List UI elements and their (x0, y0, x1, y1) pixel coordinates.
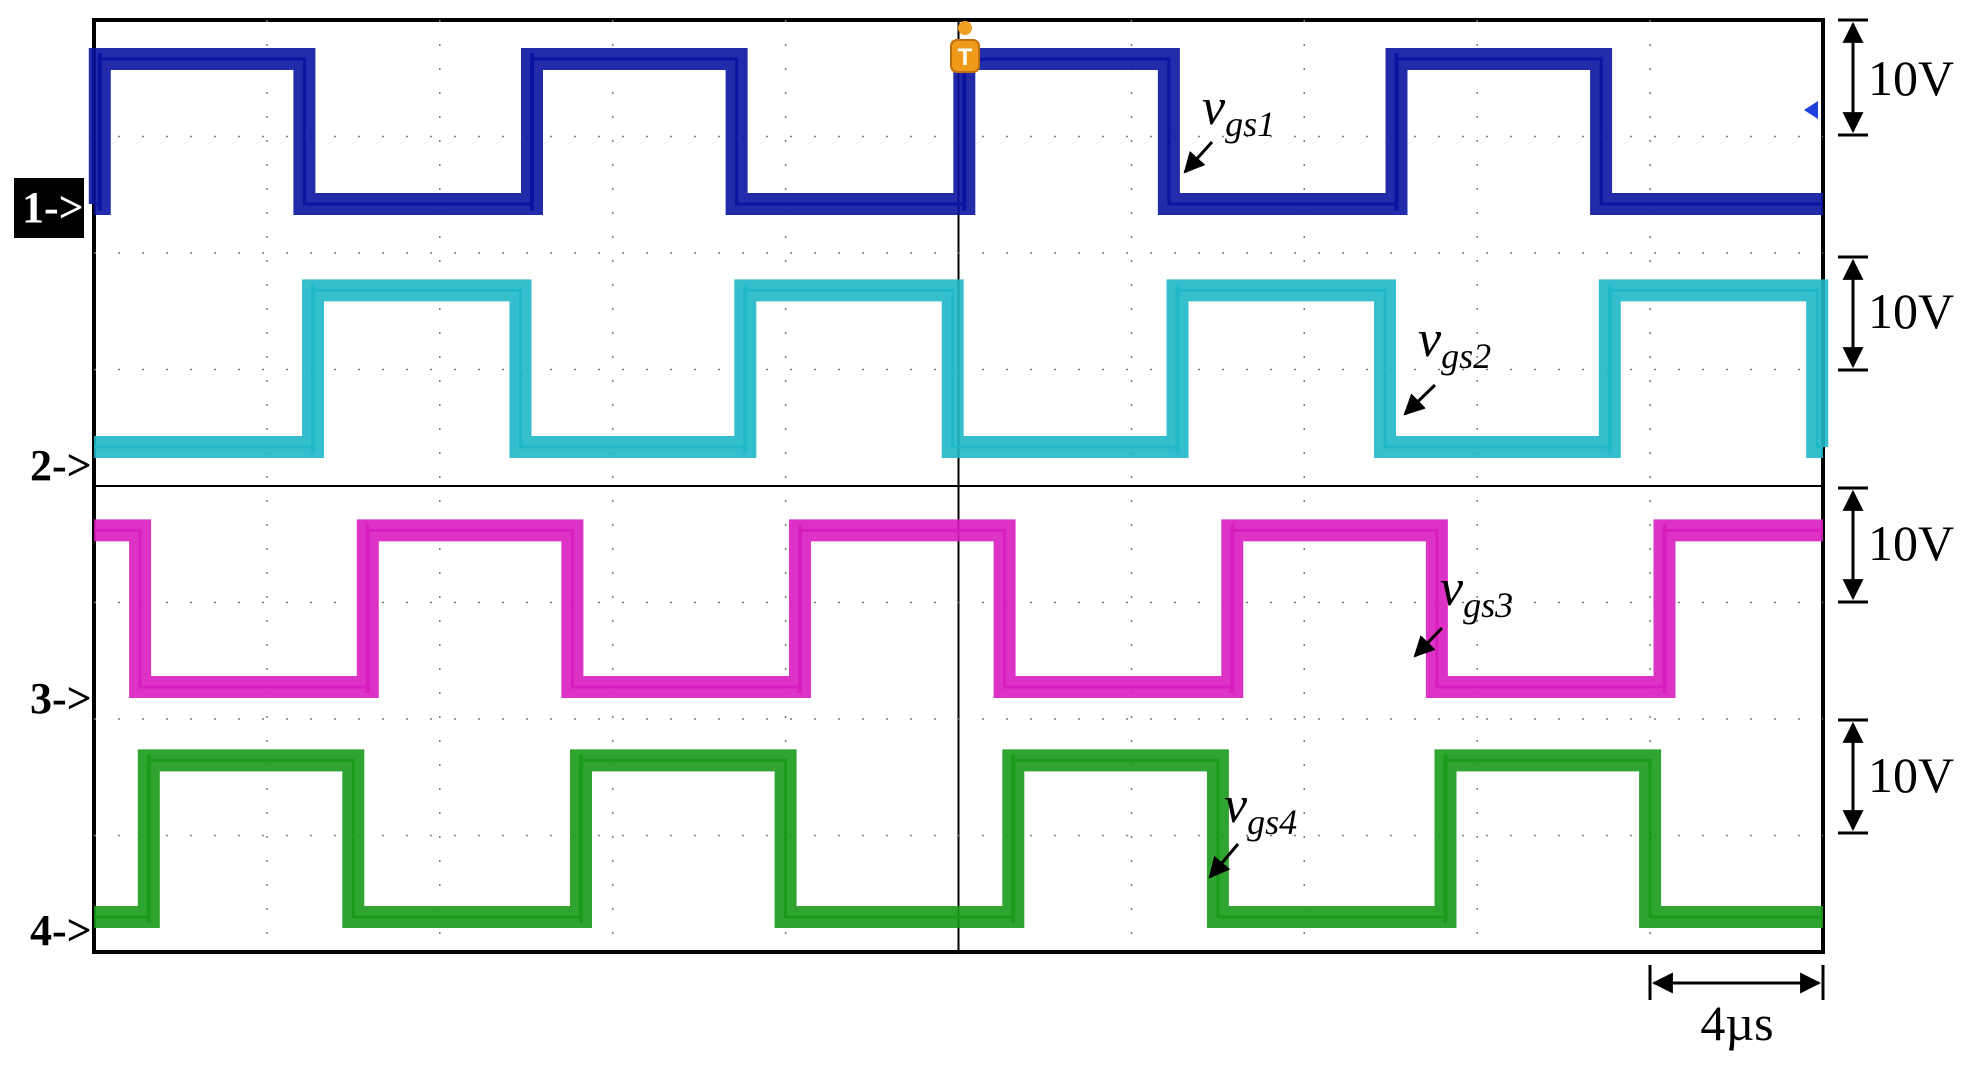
channel-marker-2-label: 2-> (30, 441, 92, 490)
trace-label-vgs4-main: v (1224, 777, 1248, 834)
trigger-marker-dot (958, 21, 972, 35)
trace-label-vgs2-main: v (1418, 311, 1442, 368)
scale-bar-ch1-label: 10V (1868, 50, 1954, 106)
trace-arrow-vgs4 (1208, 843, 1240, 879)
trace-label-vgs1: vgs1 (1183, 79, 1275, 174)
trace-label-vgs4: vgs4 (1208, 777, 1297, 879)
trace-label-vgs4-text: vgs4 (1224, 777, 1297, 842)
trace-label-vgs2: vgs2 (1403, 311, 1491, 416)
time-scale-label: 4µs (1700, 995, 1773, 1051)
scale-bar-ch2: 10V (1838, 255, 1954, 372)
trace-label-vgs3-main: v (1440, 560, 1464, 617)
scale-bar-ch4: 10V (1838, 718, 1954, 835)
trace-label-vgs1-main: v (1202, 79, 1226, 136)
trace-label-vgs1-sub: gs1 (1225, 104, 1275, 144)
trigger-marker: T (950, 21, 980, 73)
trace-line-ch4 (94, 758, 1823, 919)
scale-bar-ch3-label: 10V (1868, 515, 1954, 571)
trace-arrow-vgs1 (1183, 140, 1214, 174)
channel-marker-1-label: 1-> (22, 183, 84, 232)
ch1-offset-arrow-icon (1804, 101, 1818, 119)
scale-bar-ch4-label: 10V (1868, 747, 1954, 803)
trigger-marker-label: T (958, 44, 973, 71)
scale-bar-ch2-label: 10V (1868, 283, 1954, 339)
channel-marker-1-box (14, 178, 84, 238)
channel-marker-1: 1-> (14, 178, 84, 238)
traces (88, 48, 1829, 928)
channel-marker-4-label: 4-> (30, 906, 92, 955)
trigger-marker-badge (950, 39, 980, 73)
trace-arrow-vgs3 (1413, 626, 1444, 658)
trace-line-ch1 (94, 57, 1823, 206)
trace-label-vgs1-text: vgs1 (1202, 79, 1275, 144)
channel-marker-3-label: 3-> (30, 674, 92, 723)
trace-label-vgs3-text: vgs3 (1440, 560, 1513, 625)
trace-line-ch2 (94, 288, 1823, 449)
trace-label-vgs3: vgs3 (1413, 560, 1513, 658)
scale-bar-ch1: 10V (1838, 18, 1954, 137)
trace-arrow-vgs2 (1403, 383, 1437, 416)
trace-label-vgs3-sub: gs3 (1463, 585, 1513, 625)
trace-label-vgs4-sub: gs4 (1247, 802, 1297, 842)
time-scale-bar: 4µs (1648, 965, 1825, 1051)
scale-bar-ch3: 10V (1838, 486, 1954, 604)
trace-label-vgs2-text: vgs2 (1418, 311, 1491, 376)
trace-line-ch3 (94, 528, 1823, 689)
trace-label-vgs2-sub: gs2 (1441, 336, 1491, 376)
